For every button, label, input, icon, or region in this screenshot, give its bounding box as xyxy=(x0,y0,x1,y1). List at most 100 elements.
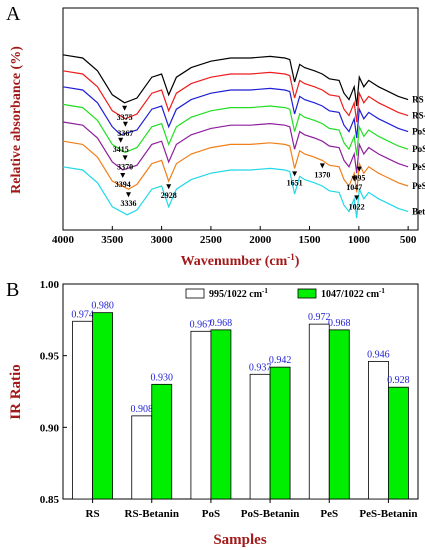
bar-value-label: 0.946 xyxy=(367,349,390,360)
peak-label-1651: 1651 xyxy=(287,178,303,187)
spectrum-betanin xyxy=(62,166,409,219)
panel-a-peak-annotations: 3375 3367 3415 3370 3394 3336 2928 1651 1370 1047… xyxy=(113,105,365,211)
spectrum-pes-betanin xyxy=(62,140,409,193)
category-label-rs-betanin: RS-Betanin xyxy=(125,508,179,520)
panel-a-x-axis-title: Wavenumber (cm-1) xyxy=(181,252,300,269)
peak-marker xyxy=(120,173,126,178)
bar-pes-betanin-series-2 xyxy=(388,386,409,500)
legend-swatch-1047-1022 xyxy=(297,288,317,299)
panel-a-x-tick-label: 4000 xyxy=(52,234,75,246)
bar-pes-betanin-series-1 xyxy=(368,360,389,500)
panel-a-x-tick-label: 1000 xyxy=(348,234,371,246)
peak-marker xyxy=(166,184,172,190)
bar-rs-series-1 xyxy=(72,320,93,500)
legend-label-995-1022: 995/1022 cm-1 xyxy=(209,287,268,300)
panel-b-y-tick-label: 1.00 xyxy=(40,279,60,291)
bar-pos-series-2 xyxy=(210,329,232,500)
panel-b-x-ticks: RS RS-Betanin PoS PoS-Betanin PeS PeS-Betanin xyxy=(86,499,417,520)
bar-pos-betanin-series-1 xyxy=(249,373,271,500)
bar-value-label: 0.972 xyxy=(308,312,331,323)
peak-marker xyxy=(122,105,128,111)
peak-label-3394: 3394 xyxy=(115,180,131,189)
bar-value-label: 0.928 xyxy=(387,375,410,386)
panel-label-a: A xyxy=(6,3,21,25)
series-name-rs-betanin: RS-Betanin xyxy=(412,111,425,121)
panel-a-x-ticks: 4000 3500 3000 2500 2000 1500 1000 500 xyxy=(52,226,417,246)
panel-a-x-tick-label: 500 xyxy=(400,234,417,246)
peak-marker xyxy=(319,163,325,169)
panel-a-curves xyxy=(62,54,409,219)
category-label-pos: PoS xyxy=(202,508,220,520)
bar-rs-betanin-series-2 xyxy=(151,383,173,500)
legend-swatch-995-1022 xyxy=(185,288,205,299)
peak-marker xyxy=(292,171,298,177)
bar-value-label: 0.967 xyxy=(190,319,213,330)
bar-value-label: 0.942 xyxy=(269,355,292,366)
peak-marker xyxy=(122,155,128,161)
panel-b-x-axis-title: Samples xyxy=(213,532,267,548)
bar-value-label: 0.937 xyxy=(249,362,272,373)
bar-value-label: 0.974 xyxy=(71,309,94,320)
category-label-pos-betanin: PoS-Betanin xyxy=(241,508,300,520)
peak-label-3367: 3367 xyxy=(117,129,133,138)
panel-label-b: B xyxy=(6,279,19,301)
peak-label-3336: 3336 xyxy=(120,199,136,208)
panel-a-x-tick-label: 3000 xyxy=(151,234,174,246)
spectrum-pos xyxy=(62,86,409,139)
panel-a-x-tick-label: 2000 xyxy=(249,234,272,246)
panel-b-y-tick-label: 0.85 xyxy=(40,494,60,506)
peak-label-2928: 2928 xyxy=(161,191,177,200)
category-label-pes: PeS xyxy=(320,508,338,520)
bar-value-label: 0.930 xyxy=(151,372,174,383)
peak-label-1022: 1022 xyxy=(349,202,365,211)
bar-rs-series-2 xyxy=(92,312,113,500)
panel-a-frame xyxy=(62,7,419,231)
peak-label-3370: 3370 xyxy=(117,162,133,171)
panel-a-x-tick-label: 2500 xyxy=(200,234,223,246)
panel-b-y-tick-label: 0.90 xyxy=(40,422,60,434)
spectrum-rs-betanin xyxy=(62,70,409,123)
panel-a-x-tick-label: 3500 xyxy=(101,234,124,246)
peak-marker xyxy=(354,195,360,201)
peak-marker xyxy=(125,192,131,198)
bar-value-label: 0.968 xyxy=(328,318,351,329)
peak-marker xyxy=(122,121,128,127)
peak-marker xyxy=(356,166,362,172)
bar-value-label: 0.980 xyxy=(91,301,114,312)
bar-pes-series-1 xyxy=(308,323,330,500)
category-label-pes-betanin: PeS-Betanin xyxy=(359,508,417,520)
series-name-pos-betanin: PoS-Betanin xyxy=(412,144,425,154)
peak-label-1047: 1047 xyxy=(346,183,362,192)
panel-b-y-ticks: 0.85 0.90 0.95 1.00 xyxy=(40,279,67,506)
panel-b-frame xyxy=(62,283,419,500)
series-name-pes-betanin: PeS-Betanin xyxy=(412,181,425,191)
bar-rs-betanin-series-1 xyxy=(131,415,153,500)
peak-label-3375: 3375 xyxy=(117,113,133,122)
bar-pos-series-1 xyxy=(190,330,212,500)
panel-b-y-axis-title: IR Ratio xyxy=(8,364,24,419)
panel-b-bars: 0.9740.9800.9080.9300.9670.9680.9370.942… xyxy=(71,301,410,500)
peak-marker xyxy=(351,176,357,182)
spectrum-pes xyxy=(62,121,409,174)
peak-label-995: 995 xyxy=(353,174,365,183)
category-label-rs: RS xyxy=(86,508,100,520)
peak-marker xyxy=(118,137,124,143)
bar-pos-betanin-series-2 xyxy=(269,366,291,500)
spectrum-rs xyxy=(62,54,409,107)
panel-b-y-tick-label: 0.95 xyxy=(40,351,60,363)
legend-label-1047-1022: 1047/1022 cm-1 xyxy=(321,287,385,300)
panel-a-x-tick-label: 1500 xyxy=(299,234,322,246)
bar-value-label: 0.908 xyxy=(131,404,154,415)
bar-value-label: 0.968 xyxy=(210,318,233,329)
peak-label-3415: 3415 xyxy=(113,145,129,154)
bar-pes-series-2 xyxy=(328,329,350,500)
panel-a-y-axis-title: Relative absorbance (%) xyxy=(9,46,24,194)
series-name-pos: PoS xyxy=(412,127,425,137)
panel-a-series-names: RS RS-Betanin PoS PoS-Betanin PeS PeS-Betanin… xyxy=(412,95,425,217)
legend: 995/1022 cm-1 1047/1022 cm-1 xyxy=(185,287,385,300)
series-name-betanin: Betanin xyxy=(412,207,425,217)
series-name-pes: PeS xyxy=(412,162,425,172)
peak-label-1370: 1370 xyxy=(314,170,330,179)
